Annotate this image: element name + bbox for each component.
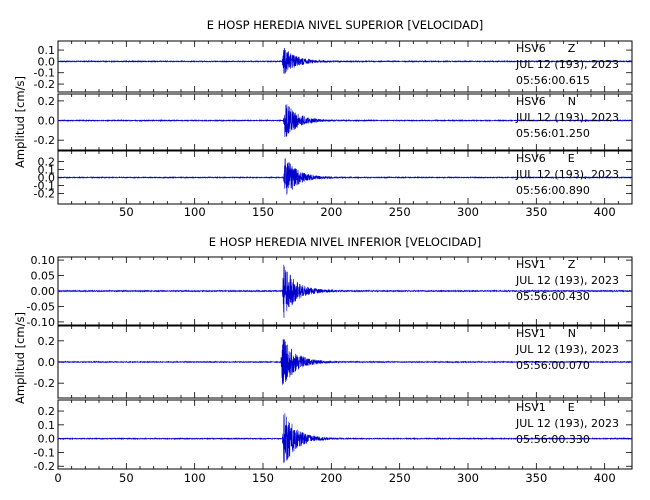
component-code: E <box>568 401 575 414</box>
y-tick-label: -0.05 <box>27 300 55 313</box>
station-label: HSV6 N <box>516 95 576 108</box>
station-label: HSV6 Z <box>516 42 576 55</box>
y-tick-label: 0.05 <box>31 270 56 283</box>
x-tick-label: 350 <box>525 471 547 485</box>
time-label: 05:56:00.430 <box>516 290 590 303</box>
component-code: E <box>568 152 575 165</box>
y-tick-label: 0.0 <box>38 433 56 446</box>
date-label: JUL 12 (193), 2023 <box>515 111 619 124</box>
station-code: HSV6 <box>516 152 546 165</box>
station-label: HSV1 E <box>516 401 575 414</box>
station-code: HSV1 <box>516 258 546 271</box>
y-tick-label: -0.2 <box>34 134 55 147</box>
component-code: N <box>568 327 576 340</box>
station-code: HSV6 <box>516 95 546 108</box>
trace-panel: 0.2 0.0 -0.2 HSV6 N JUL 12 (193), 2023 05:56:0… <box>34 93 633 151</box>
trace-panel: 0.10.0-0.1-0.2 HSV6 Z JUL 12 (193), 2023 05:… <box>34 40 633 93</box>
seismic-trace <box>57 47 633 74</box>
station-label: HSV1 N <box>516 327 576 340</box>
x-tick-label: 50 <box>119 205 134 219</box>
date-label: JUL 12 (193), 2023 <box>515 274 619 287</box>
y-tick-label: -0.2 <box>34 460 55 473</box>
chart-title: E HOSP HEREDIA NIVEL SUPERIOR [VELOCIDAD… <box>207 18 484 32</box>
time-label: 05:56:00.890 <box>516 184 590 197</box>
date-label: JUL 12 (193), 2023 <box>515 417 619 430</box>
date-label: JUL 12 (193), 2023 <box>515 168 619 181</box>
y-tick-label: -0.2 <box>34 188 55 201</box>
time-label: 05:56:00.330 <box>516 433 590 446</box>
y-tick-label: 0.0 <box>38 172 56 185</box>
chart-title: E HOSP HEREDIA NIVEL INFERIOR [VELOCIDAD… <box>209 235 482 249</box>
y-tick-label: -0.2 <box>34 377 55 390</box>
station-code: HSV1 <box>516 327 546 340</box>
y-axis-label: Amplitud [cm/s] <box>13 312 27 404</box>
seismic-trace <box>57 338 633 385</box>
y-tick-label: -0.10 <box>27 316 55 329</box>
seismic-trace <box>57 104 633 138</box>
y-tick-label: 0.1 <box>38 44 56 57</box>
station-label: HSV6 E <box>516 152 575 165</box>
y-tick-label: 0.1 <box>38 419 56 432</box>
x-tick-label: 100 <box>184 205 206 219</box>
trace-panel: 0.20.10.0-0.1-0.2 HSV6 E JUL 12 (193), 2023… <box>34 150 633 205</box>
component-code: N <box>568 95 576 108</box>
station-code: HSV1 <box>516 401 546 414</box>
y-axis-label: Amplitud [cm/s] <box>13 76 27 168</box>
seismic-trace <box>57 158 633 195</box>
y-tick-label: -0.2 <box>34 78 55 91</box>
x-tick-label: 400 <box>594 471 616 485</box>
y-tick-label: -0.1 <box>34 67 55 80</box>
y-tick-label: 0.2 <box>38 95 56 108</box>
x-tick-label: 300 <box>457 471 479 485</box>
trace-panel: 0.10 0.05 0.00 -0.05 -0.10 HSV1 Z JUL 12 (193),… <box>27 254 633 329</box>
x-tick-label: 350 <box>525 205 547 219</box>
x-tick-label: 250 <box>389 205 411 219</box>
x-tick-label: 300 <box>457 205 479 219</box>
y-tick-label: 0.0 <box>38 55 56 68</box>
time-label: 05:56:00.615 <box>516 74 590 87</box>
y-tick-label: -0.1 <box>34 180 55 193</box>
trace-panel: 0.20.10.0-0.1-0.2 HSV1 E JUL 12 (193), 2023… <box>34 399 633 473</box>
component-code: Z <box>568 42 576 55</box>
x-tick-label: 150 <box>252 471 274 485</box>
y-tick-label: 0.10 <box>31 254 56 267</box>
y-tick-label: 0.1 <box>38 163 56 176</box>
time-label: 05:56:01.250 <box>516 127 590 140</box>
y-tick-label: 0.2 <box>38 405 56 418</box>
seismic-trace <box>57 413 633 463</box>
y-tick-label: 0.0 <box>38 356 56 369</box>
x-tick-label: 250 <box>389 471 411 485</box>
x-tick-label: 50 <box>119 471 134 485</box>
station-code: HSV6 <box>516 42 546 55</box>
time-label: 05:56:00.070 <box>516 359 590 372</box>
y-tick-label: 0.2 <box>38 155 56 168</box>
x-tick-label: 200 <box>320 205 342 219</box>
y-tick-label: 0.0 <box>38 115 56 128</box>
x-tick-label: 150 <box>252 205 274 219</box>
y-tick-label: 0.2 <box>38 335 56 348</box>
trace-panel: 0.2 0.0 -0.2 HSV1 N JUL 12 (193), 2023 05:56:0… <box>34 325 633 399</box>
x-tick-label: 200 <box>320 471 342 485</box>
date-label: JUL 12 (193), 2023 <box>515 58 619 71</box>
x-tick-label: 100 <box>184 471 206 485</box>
y-tick-label: 0.00 <box>31 285 56 298</box>
x-tick-label: 0 <box>54 471 61 485</box>
station-label: HSV1 Z <box>516 258 576 271</box>
y-tick-label: -0.1 <box>34 446 55 459</box>
date-label: JUL 12 (193), 2023 <box>515 343 619 356</box>
component-code: Z <box>568 258 576 271</box>
x-tick-label: 400 <box>594 205 616 219</box>
seismic-trace <box>57 264 633 318</box>
